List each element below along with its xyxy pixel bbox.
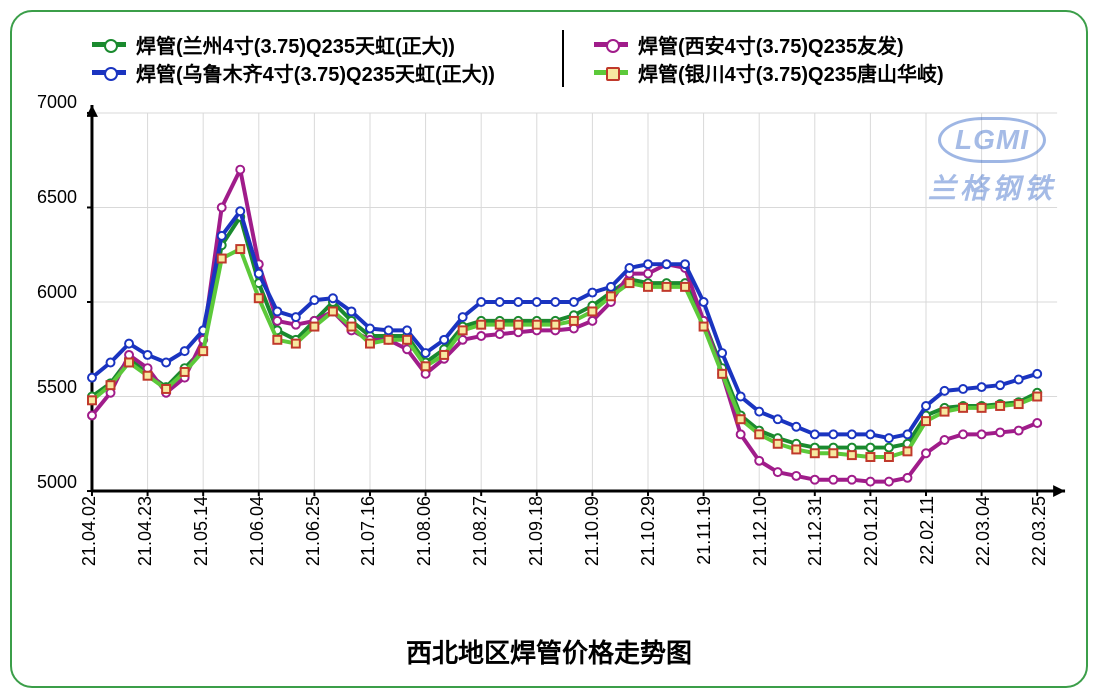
xtick-label: 21.05.14 <box>191 496 212 566</box>
legend-item-yinchuan: 焊管(银川4寸(3.75)Q235唐山华岐) <box>562 58 1034 87</box>
chart-frame: 焊管(兰州4寸(3.75)Q235天虹(正大))焊管(西安4寸(3.75)Q23… <box>10 10 1088 688</box>
ytick-label: 5500 <box>17 377 77 398</box>
xtick-label: 21.11.19 <box>694 496 715 565</box>
ytick-label: 6500 <box>17 187 77 208</box>
xtick-label: 21.04.02 <box>79 496 100 566</box>
ytick-label: 6000 <box>17 282 77 303</box>
xtick-label: 21.07.16 <box>358 496 379 566</box>
legend-item-wulumuqi: 焊管(乌鲁木齐4寸(3.75)Q235天虹(正大)) <box>92 58 562 87</box>
legend-item-xian: 焊管(西安4寸(3.75)Q235友发) <box>562 30 1034 59</box>
legend: 焊管(兰州4寸(3.75)Q235天虹(正大))焊管(西安4寸(3.75)Q23… <box>92 30 1034 86</box>
ytick-label: 5000 <box>17 472 77 493</box>
xtick-label: 21.12.10 <box>750 496 771 566</box>
xtick-label: 22.01.21 <box>861 496 882 566</box>
xtick-label: 21.09.18 <box>526 496 547 566</box>
ytick-label: 7000 <box>17 92 77 113</box>
plot-area: 5000550060006500700021.04.0221.04.2321.0… <box>87 102 1057 482</box>
legend-item-lanzhou: 焊管(兰州4寸(3.75)Q235天虹(正大)) <box>92 30 562 59</box>
xtick-label: 21.10.29 <box>638 496 659 566</box>
xtick-label: 21.06.25 <box>303 496 324 566</box>
xtick-label: 21.12.31 <box>805 496 826 566</box>
series-line-yinchuan <box>92 249 1037 457</box>
xtick-label: 22.02.11 <box>917 496 938 565</box>
xtick-label: 22.03.25 <box>1029 496 1050 566</box>
xtick-label: 22.03.04 <box>973 496 994 566</box>
xtick-label: 21.08.06 <box>414 496 435 566</box>
xtick-label: 21.06.04 <box>247 496 268 566</box>
chart-title: 西北地区焊管价格走势图 <box>12 633 1086 670</box>
xtick-label: 21.04.23 <box>135 496 156 566</box>
xtick-label: 21.08.27 <box>470 496 491 566</box>
xtick-label: 21.10.09 <box>582 496 603 566</box>
